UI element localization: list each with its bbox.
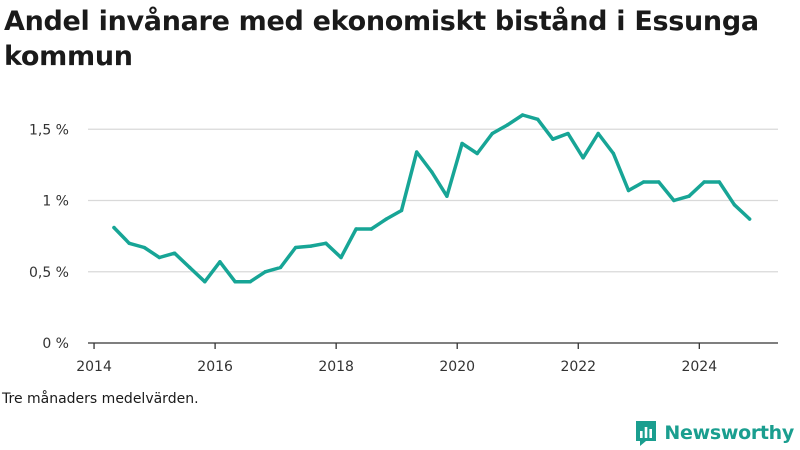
data-point (354, 227, 358, 231)
data-point (732, 203, 737, 207)
data-point (641, 180, 646, 184)
newsworthy-logo-icon (636, 421, 657, 446)
series-line (112, 113, 752, 284)
data-point (414, 150, 419, 154)
data-point (475, 151, 479, 156)
data-point (369, 227, 373, 231)
data-point (596, 131, 600, 136)
data-point (490, 131, 495, 136)
data-point (430, 170, 434, 174)
data-point (142, 245, 146, 250)
data-point (309, 244, 313, 248)
data-point (657, 180, 661, 184)
data-point (248, 280, 252, 284)
data-point (187, 265, 192, 270)
data-point (460, 141, 464, 146)
data-point (263, 270, 268, 274)
data-point (717, 180, 721, 184)
plot-area (112, 113, 752, 284)
data-point (505, 123, 510, 127)
data-point (566, 131, 570, 136)
y-axis: 0 % 0,5 % 1 % 1,5 % (29, 122, 69, 352)
data-point (626, 188, 631, 193)
data-point (203, 280, 207, 284)
data-point (445, 194, 449, 198)
x-tick-label: 2020 (439, 359, 475, 375)
data-point (399, 208, 404, 213)
data-point (747, 217, 752, 221)
data-point (702, 180, 706, 184)
data-point (127, 241, 131, 245)
data-point (233, 280, 237, 284)
footnote: Tre månaders medelvärden. (2, 391, 199, 407)
data-point (324, 241, 328, 245)
y-tick-label: 0 % (42, 336, 69, 352)
y-tick-label: 1 % (42, 194, 69, 210)
brand-logo[interactable]: Newsworthy (634, 418, 794, 448)
data-point (611, 151, 616, 156)
data-point (536, 117, 540, 121)
x-tick-label: 2016 (197, 359, 233, 375)
y-tick-label: 0,5 % (29, 265, 69, 281)
y-tick-label: 1,5 % (29, 122, 69, 138)
x-tick-label: 2022 (560, 359, 596, 375)
chart-title: Andel invånare med ekonomiskt bistånd i … (4, 6, 759, 72)
gridlines (88, 128, 778, 273)
data-point (520, 113, 525, 117)
data-point (581, 156, 585, 160)
data-point (687, 194, 691, 198)
data-point (339, 255, 343, 260)
data-point (218, 260, 222, 264)
data-point (157, 255, 162, 260)
brand-name: Newsworthy (664, 422, 794, 444)
data-point (672, 198, 676, 203)
data-point (551, 137, 555, 141)
x-tick-label: 2018 (318, 359, 354, 375)
data-point (293, 245, 298, 250)
data-point (172, 251, 177, 255)
data-point (278, 265, 283, 270)
x-tick-label: 2024 (681, 359, 717, 375)
data-point (112, 225, 116, 230)
data-point (384, 217, 389, 221)
x-axis: 2014 2016 2018 2020 2022 2024 (76, 342, 778, 375)
x-tick-label: 2014 (76, 359, 112, 375)
